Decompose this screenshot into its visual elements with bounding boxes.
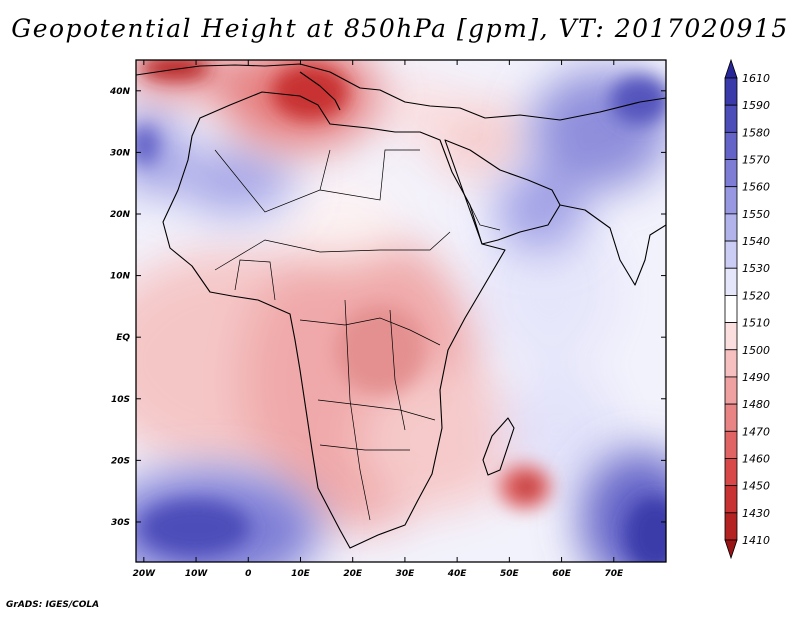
lat-label: EQ [116,333,130,343]
lon-label: 20W [133,569,157,579]
border [469,204,501,231]
italy-coastline [299,71,341,111]
colorbar-box [724,131,738,160]
colorbar-box [724,159,738,188]
colorbar-arrow-top [724,58,738,79]
colorbar: 1610 1590 1580 1570 1560 1550 1540 1530 1520 1510… [724,58,770,560]
lon-label: 40E [447,569,468,579]
madagascar-coastline [482,417,515,476]
colorbar-label: 1590 [742,99,770,112]
colorbar-box [724,104,738,133]
africa-coastline [162,91,506,549]
lat-label: 40N [109,87,131,97]
colorbar-label: 1450 [742,480,770,493]
colorbar-label: 1470 [742,425,770,438]
border [214,149,331,213]
colorbar-label: 1500 [742,344,770,357]
colorbar-box [724,512,738,541]
colorbar-label: 1550 [742,208,770,221]
field-region [280,180,400,260]
lat-label: 10S [111,395,130,405]
colorbar-label: 1430 [742,507,770,520]
colorbar-label: 1520 [742,289,770,302]
border [319,444,410,451]
map-title: Geopotential Height at 850hPa [gpm], VT:… [11,14,789,43]
low-core [272,64,348,120]
colorbar-box [724,349,738,378]
colorbar-box [724,430,738,459]
high-region [495,170,585,250]
field-region [480,210,620,370]
colorbar-label: 1530 [742,262,770,275]
border [317,399,436,421]
lon-label: 0 [245,569,251,579]
europe-coastline [136,63,666,121]
high-region [175,145,295,215]
colorbar-box [724,267,738,296]
colorbar-label: 1480 [742,398,770,411]
low-core [335,305,425,395]
lon-label: 30E [396,569,416,579]
colorbar-label: 1510 [742,317,770,330]
high-core [140,500,250,556]
border [389,309,406,431]
colorbar-box [724,213,738,242]
lon-label: 60E [552,569,572,579]
height-field [136,60,666,562]
high-core [136,125,159,165]
colorbar-box [724,77,738,106]
colorbar-label: 1570 [742,154,770,167]
colorbar-box [724,322,738,351]
longitude-axis: 20W 10W 0 10E 20E 30E 40E 50E 60E 70E [133,60,624,579]
lat-label: 30N [110,148,131,158]
border [344,299,371,521]
lon-label: 10E [291,569,311,579]
border [214,231,451,271]
india-coastline [559,204,666,286]
field-region [500,370,620,490]
country-borders [214,149,501,521]
high-core [625,497,666,562]
colorbar-box [724,186,738,215]
colorbar-label: 1460 [742,452,770,465]
colorbar-label: 1490 [742,371,770,384]
lat-label: 30S [111,518,130,528]
colorbar-label: 1540 [742,235,770,248]
arabia-coastline [444,139,561,245]
lon-label: 70E [604,569,624,579]
colorbar-label: 1610 [742,72,770,85]
low-core [140,60,210,80]
colorbar-box [724,376,738,405]
lat-label: 10N [110,272,131,282]
grads-credit: GrADS: IGES/COLA [6,600,100,610]
lon-label: 10W [185,569,209,579]
colorbar-box [724,403,738,432]
colorbar-box [724,240,738,269]
low-core [517,478,537,496]
lat-label: 20N [110,210,131,220]
colorbar-box [724,295,738,323]
colorbar-box [724,458,738,487]
field-region [380,80,460,140]
colorbar-arrow-bottom [724,539,738,560]
colorbar-label: 1560 [742,181,770,194]
plot-frame [135,59,667,563]
colorbar-label: 1410 [742,534,770,547]
coastlines [136,63,666,549]
lat-label: 20S [111,456,130,466]
border [319,149,420,201]
latitude-axis: 40N 30N 20N 10N EQ 10S 20S 30S [109,87,666,528]
colorbar-box [724,485,738,514]
high-core [610,75,666,125]
border [234,259,276,301]
lon-label: 50E [500,569,520,579]
colorbar-label: 1580 [742,126,770,139]
lon-label: 20E [343,569,363,579]
border [299,317,441,346]
